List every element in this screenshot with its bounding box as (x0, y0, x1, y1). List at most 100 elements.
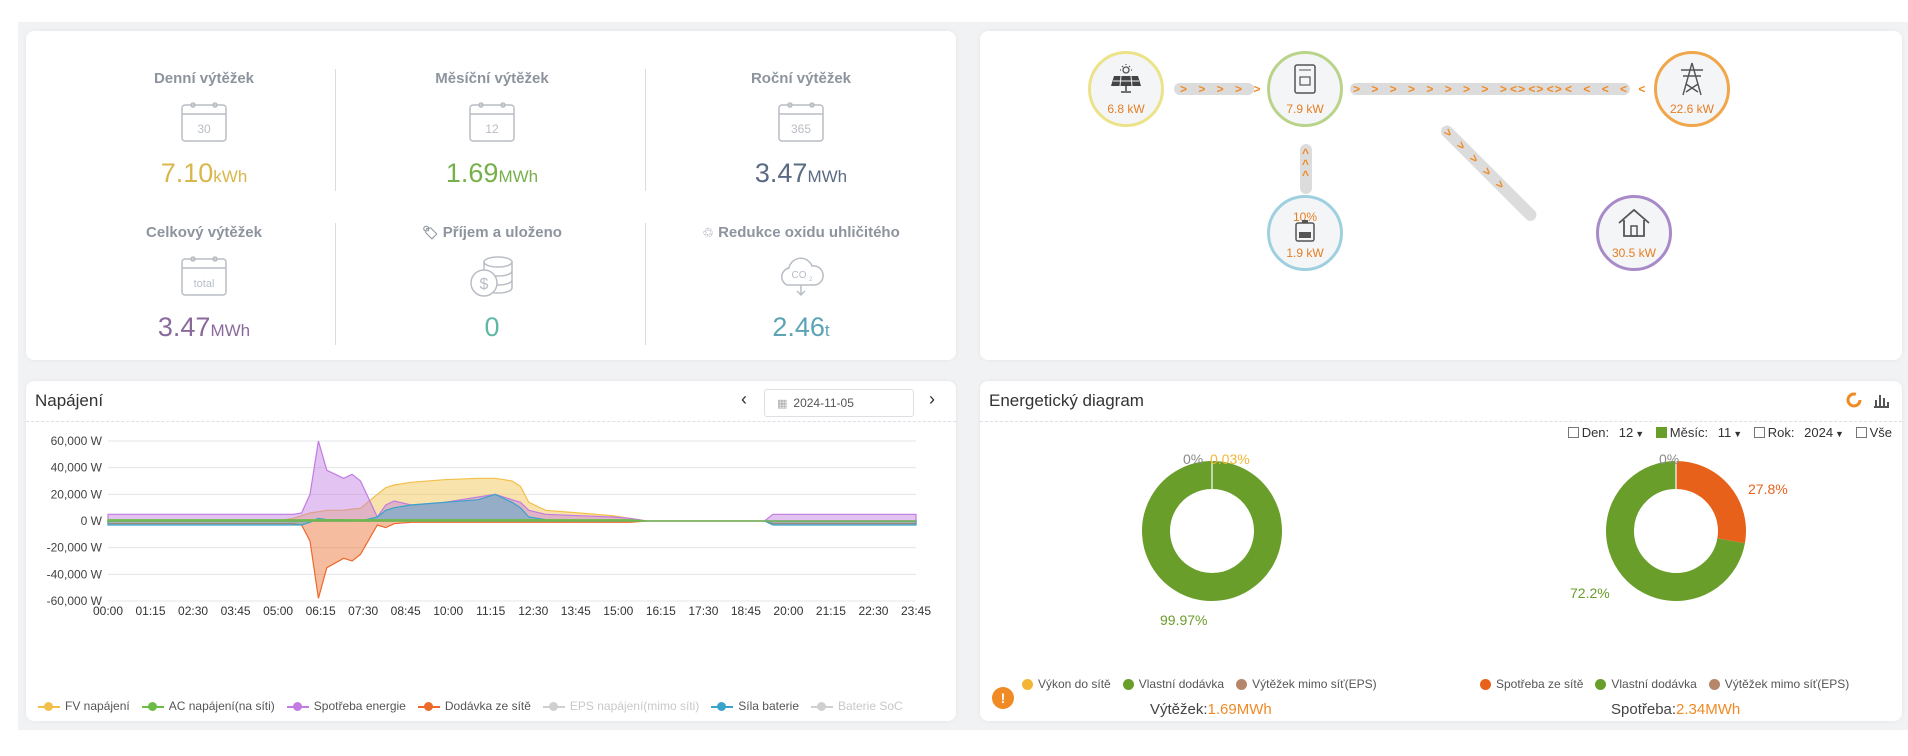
y-tick-label: -20,000 W (47, 541, 103, 555)
x-tick-label: 06:15 (306, 604, 336, 618)
consumption-summary: Spotřeba:2.34MWh (1611, 701, 1741, 718)
x-tick-label: 08:45 (391, 604, 421, 618)
legend-label: Výtěžek mimo síť(EPS) (1724, 677, 1850, 691)
legend-item[interactable]: EPS napájení(mimo síti) (542, 699, 699, 713)
x-tick-label: 00:00 (93, 604, 123, 618)
battery-icon (1295, 220, 1315, 242)
total-yield-title: Celkový výtěžek (146, 224, 262, 241)
pv-power-value: 6.8 kW (1107, 102, 1145, 116)
legend-label: Spotřeba energie (313, 699, 406, 713)
legend-dot (1122, 678, 1134, 690)
power-panel-title: Napájení (35, 391, 104, 410)
calendar-icon: 12 (469, 102, 515, 142)
coins-icon: $ (470, 256, 513, 297)
legend-item[interactable]: AC napájení(na síti) (141, 699, 275, 713)
home-node[interactable]: 30.5 kW (1596, 195, 1672, 271)
legend-label: Vlastní dodávka (1138, 677, 1225, 691)
yearly-yield-title: Roční výtěžek (750, 70, 852, 87)
all-filter[interactable]: Vše (1855, 425, 1892, 440)
x-tick-label: 01:15 (136, 604, 166, 618)
legend-marker (711, 701, 734, 712)
solar-panel-icon (1111, 64, 1141, 93)
calendar-icon: 365 (778, 102, 824, 142)
x-tick-label: 22:30 (858, 604, 888, 618)
legend-label: Síla baterie (738, 699, 799, 713)
energy-donut-charts[interactable] (980, 451, 1902, 631)
pv-node[interactable]: 6.8 kW (1088, 51, 1164, 127)
date-picker-value: 2024-11-05 (793, 396, 854, 410)
warning-icon[interactable]: ! (992, 687, 1014, 709)
legend-marker (38, 701, 60, 712)
battery-node[interactable]: 10% 1.9 kW (1267, 195, 1343, 271)
period-filters: Den: 12 ▼ Měsíc: 11 ▼ Rok: 2024 ▼ Vše (1560, 425, 1892, 440)
x-tick-label: 15:00 (603, 604, 633, 618)
pie2-label-orange: 27.8% (1748, 481, 1788, 497)
day-filter[interactable]: Den: 12 ▼ (1567, 425, 1645, 440)
grid-node[interactable]: 22.6 kW (1654, 51, 1730, 127)
inverter-node[interactable]: 7.9 kW (1267, 51, 1343, 127)
legend-item[interactable]: Vlastní dodávka (1595, 677, 1697, 691)
total-yield-value: 3.47MWh (157, 312, 251, 342)
calendar-icon-text: 365 (791, 122, 811, 136)
income-value: 0 (484, 312, 500, 342)
y-tick-label: 60,000 W (51, 434, 103, 448)
x-tick-label: 23:45 (901, 604, 931, 618)
x-tick-label: 10:00 (433, 604, 463, 618)
energy-flow-card: > > > > > > > > > > > > > > > > > < < < … (980, 31, 1902, 360)
legend-label: Spotřeba ze sítě (1496, 677, 1584, 691)
divider (645, 69, 646, 191)
legend-label: Výkon do sítě (1038, 677, 1111, 691)
legend-item[interactable]: Spotřeba energie (286, 699, 406, 713)
legend-item[interactable]: Síla baterie (711, 699, 799, 713)
income-title: 🏷 Příjem a uloženo (422, 224, 562, 241)
pie1-label-big: 99.97% (1160, 612, 1208, 628)
svg-text:CO: CO (792, 270, 807, 281)
next-date-button[interactable]: › (929, 389, 935, 409)
battery-soc: 10% (1292, 210, 1318, 224)
x-tick-label: 17:30 (688, 604, 718, 618)
series-area-Dodávka ze sítě (107, 520, 917, 599)
legend-item[interactable]: Výkon do sítě (1022, 677, 1111, 691)
legend-marker (811, 701, 833, 712)
chevron-down-icon: ▼ (1733, 429, 1743, 439)
bar-chart-icon[interactable] (1872, 391, 1890, 409)
legend-marker (417, 701, 440, 712)
x-tick-label: 18:45 (731, 604, 761, 618)
x-tick-label: 20:00 (773, 604, 803, 618)
energy-panel-title: Energetický diagram (989, 391, 1144, 410)
legend-item[interactable]: Dodávka ze sítě (417, 699, 531, 713)
pie1-legend: Výkon do sítě Vlastní dodávka Výtěžek mimo… (1022, 677, 1389, 693)
divider (335, 223, 336, 345)
pie1-label-zero: 0% (1183, 451, 1204, 467)
co2-reduction-title: ♲ Redukce oxidu uhličitého (702, 224, 900, 241)
income-stat: 🏷 Příjem a uloženo $ 0 (337, 185, 647, 342)
power-area-chart[interactable]: 60,000 W 40,000 W 20,000 W 0 W -20,000 W -40,… (26, 431, 956, 681)
month-filter[interactable]: Měsíc: 11 ▼ (1655, 425, 1743, 440)
legend-marker (141, 701, 164, 712)
x-tick-label: 21:15 (816, 604, 846, 618)
legend-item[interactable]: Výtěžek mimo síť(EPS) (1708, 677, 1850, 691)
legend-label: Baterie SoC (838, 699, 903, 713)
divider (645, 223, 646, 345)
x-tick-label: 11:15 (476, 604, 505, 618)
battery-power-value: 1.9 kW (1286, 246, 1324, 260)
legend-label: FV napájení (65, 699, 130, 713)
total-yield-stat: Celkový výtěžek total 3.47MWh (49, 185, 359, 342)
svg-text:2: 2 (809, 277, 813, 283)
year-filter[interactable]: Rok: 2024 ▼ (1753, 425, 1844, 440)
all-checkbox (1855, 427, 1867, 438)
monthly-yield-title: Měsíční výtěžek (435, 70, 549, 87)
legend-item[interactable]: Baterie SoC (811, 699, 903, 713)
tag-icon: 🏷 (422, 225, 439, 240)
date-picker[interactable]: ▦ 2024-11-05 (764, 389, 914, 417)
donut-chart-icon[interactable] (1845, 391, 1863, 409)
legend-item[interactable]: Vlastní dodávka (1122, 677, 1225, 691)
day-checkbox (1567, 427, 1579, 438)
legend-item[interactable]: Výtěžek mimo síť(EPS) (1236, 677, 1377, 691)
prev-date-button[interactable]: ‹ (741, 389, 747, 409)
chevron-down-icon: ▼ (1635, 429, 1645, 439)
x-tick-label: 07:30 (348, 604, 378, 618)
legend-item[interactable]: FV napájení (38, 699, 130, 713)
flow-arrows: > > > > > (1440, 125, 1511, 195)
legend-item[interactable]: Spotřeba ze sítě (1480, 677, 1583, 691)
